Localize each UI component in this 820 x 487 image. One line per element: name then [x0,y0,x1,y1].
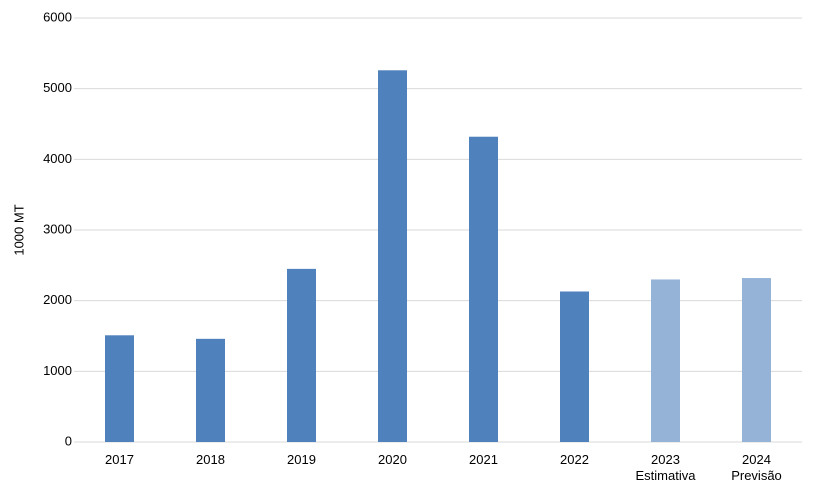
y-tick-label: 3000 [43,221,72,236]
x-tick-label: 2023 Estimativa [636,452,697,483]
y-axis-label: 1000 MT [11,204,26,255]
x-tick-label-line: 2018 [196,452,225,467]
x-tick-label: 2021 [469,452,498,467]
x-tick-label-line: Estimativa [636,468,697,483]
y-tick-label: 2000 [43,292,72,307]
bar [651,279,680,442]
bar [378,70,407,442]
x-tick-label-line: 2023 [651,452,680,467]
x-tick-label-line: 2022 [560,452,589,467]
bar [287,268,316,442]
x-tick-label: 2019 [287,452,316,467]
x-tick-label-line: 2020 [378,452,407,467]
x-tick-label-line: 2019 [287,452,316,467]
x-tick-label-line: 2021 [469,452,498,467]
x-tick-label: 2018 [196,452,225,467]
y-tick-label: 6000 [43,9,72,24]
x-tick-label: 2024 Previsão [731,452,782,483]
bar [105,335,134,442]
x-tick-label-line: 2024 [742,452,771,467]
y-tick-label: 5000 [43,80,72,95]
x-tick-label-line: Previsão [731,468,782,483]
x-tick-label-line: 2017 [105,452,134,467]
bar [196,338,225,442]
bar [469,136,498,442]
bar [742,278,771,442]
x-tick-label: 2020 [378,452,407,467]
x-tick-label: 2022 [560,452,589,467]
y-tick-label: 0 [65,433,72,448]
x-tick-label: 2017 [105,452,134,467]
y-tick-label: 4000 [43,151,72,166]
y-tick-label: 1000 [43,363,72,378]
bar [560,291,589,442]
